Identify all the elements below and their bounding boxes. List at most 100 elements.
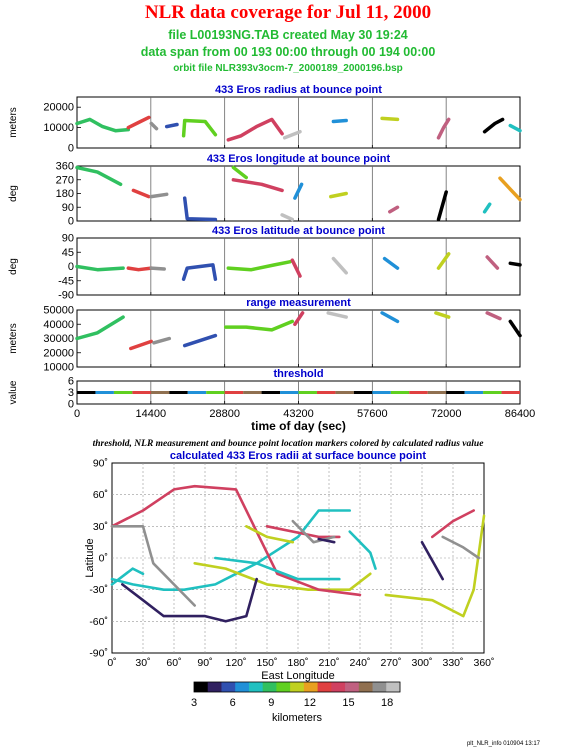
map-xtick-label-6: 180˚ (287, 657, 308, 669)
panel-ytick-label-0-1: 10000 (43, 122, 74, 134)
panel-1-series-segment-5 (231, 178, 284, 193)
panel-0-series-segment-1 (126, 115, 151, 130)
panel-3-series-segment-9 (485, 311, 502, 321)
map-track-segment-9 (317, 537, 336, 544)
panel-0-series-segment-8 (380, 116, 400, 122)
panel-ytick-label-2-4: 90 (62, 233, 74, 245)
map-xtick-label-5: 150˚ (256, 657, 277, 669)
panel-ytick-label-1-2: 180 (56, 188, 74, 200)
panel-0-series-segment-10 (482, 117, 505, 134)
panel-title-0: 433 Eros radius at bounce point (215, 84, 382, 96)
panel-2-series-segment-1 (126, 266, 154, 272)
map-xtick-label-9: 270˚ (380, 657, 401, 669)
panel-ytick-label-4-0: 0 (68, 399, 74, 411)
panel-ytick-label-4-1: 3 (68, 387, 74, 399)
panel-title-3: range measurement (246, 297, 351, 309)
panel-2-series-segment-7 (382, 256, 400, 270)
map-ytick-label-2: -30˚ (89, 584, 108, 596)
map-track-segment-10 (348, 530, 377, 570)
colorbar-swatch-10 (331, 682, 346, 692)
panel-ytick-label-0-0: 0 (68, 143, 74, 155)
panel-ytick-label-3-2: 30000 (43, 333, 74, 345)
panel-3-series-segment-10 (508, 319, 522, 338)
map-xtick-label-3: 90˚ (197, 657, 212, 669)
shared-xtick-label-0: 0 (74, 408, 80, 420)
map-ylabel: Latitude (84, 538, 96, 577)
colorbar-swatch-0 (194, 682, 209, 692)
panel-ytick-label-3-1: 20000 (43, 347, 74, 359)
panel-ytick-label-1-1: 90 (62, 202, 74, 214)
panel-2-series-segment-10 (508, 261, 522, 267)
orbit-file-info: orbit file NLR393v3ocm-7_2000189_2000196… (173, 63, 403, 74)
panel-0-series-segment-2 (149, 121, 159, 131)
shared-xtick-label-6: 86400 (505, 408, 536, 420)
panel-3-series-segment-6 (326, 311, 348, 319)
panel-0-series-segment-4 (181, 118, 218, 138)
panel-ytick-label-2-3: 45 (62, 247, 74, 259)
panel-0-series-segment-7 (331, 118, 348, 124)
panel-0-series-segment-9 (436, 117, 451, 140)
colorbar-swatch-4 (248, 682, 264, 692)
panel-3-series-segment-8 (434, 311, 451, 319)
panel-0-series-segment-3 (164, 122, 179, 129)
map-xtick-label-7: 210˚ (318, 657, 339, 669)
panel-2-series-segment-0 (75, 264, 125, 272)
map-track-segment-14 (420, 540, 445, 581)
colorbar-swatch-14 (386, 682, 401, 692)
panel-ytick-label-1-0: 0 (68, 216, 74, 228)
panel-1-series-segment-0 (75, 165, 123, 187)
page-title: NLR data coverage for Jul 11, 2000 (144, 2, 432, 23)
map-ytick-label-5: 60˚ (93, 489, 108, 501)
map-xtick-label-1: 30˚ (135, 657, 150, 669)
panel-3-series-segment-2 (152, 336, 172, 345)
map-title: calculated 433 Eros radii at surface bou… (170, 450, 426, 462)
panel-ytick-label-1-3: 270 (56, 174, 74, 186)
shared-xtick-label-4: 57600 (357, 408, 388, 420)
shared-xtick-label-5: 72000 (431, 408, 462, 420)
map-ytick-label-3: 0˚ (99, 553, 108, 565)
map-track-segment-4 (121, 577, 259, 623)
panel-title-1: 433 Eros longitude at bounce point (207, 153, 391, 165)
panel-1-series-segment-11 (482, 202, 492, 214)
panel-ytick-label-2-2: 0 (68, 261, 74, 273)
panel-ylabel-0: meters (8, 107, 19, 138)
panel-title-4: threshold (273, 368, 323, 380)
panel-0-series-segment-11 (508, 123, 522, 133)
panel-2-series-segment-9 (485, 255, 500, 270)
map-track-segment-3 (110, 524, 196, 607)
colorbar-tick-label-2: 9 (268, 697, 274, 709)
shared-xtick-label-1: 14400 (136, 408, 167, 420)
panel-ytick-label-1-4: 360 (56, 161, 74, 173)
panel-3-series-segment-3 (182, 333, 218, 348)
data-span-info: data span from 00 193 00:00 through 00 1… (140, 45, 436, 59)
map-ytick-label-0: -90˚ (89, 648, 108, 660)
panel-2-series-segment-6 (331, 256, 348, 275)
panel-1-series-segment-9 (388, 205, 400, 214)
map-track-segment-6 (245, 524, 295, 544)
panel-1-series-segment-12 (498, 176, 522, 202)
panel-ylabel-4: value (8, 380, 19, 404)
panel-2-series-segment-2 (149, 266, 166, 271)
colorbar-label: kilometers (272, 712, 323, 724)
panel-ylabel-2: deg (8, 258, 19, 275)
map-xlabel: East Longitude (261, 670, 334, 682)
panel-1-series-segment-1 (131, 188, 151, 199)
panel-3-series-segment-7 (380, 311, 400, 324)
colorbar-swatch-2 (221, 682, 236, 692)
colorbar-swatch-9 (317, 682, 332, 692)
map-ytick-label-4: 30˚ (93, 521, 108, 533)
panel-ytick-label-2-1: -45 (58, 275, 74, 287)
map-xtick-label-0: 0˚ (107, 657, 116, 669)
colorbar-swatch-3 (235, 682, 250, 692)
map-track-segment-1 (193, 561, 372, 592)
panel-2-series-segment-4 (226, 260, 292, 272)
colorbar-swatch-5 (262, 682, 277, 692)
panel-3-series-segment-4 (223, 319, 295, 332)
map-xtick-label-12: 360˚ (473, 657, 494, 669)
panel-3-series-segment-0 (75, 315, 125, 341)
panel-ytick-label-4-2: 6 (68, 376, 74, 388)
map-track-segment-2 (110, 484, 362, 597)
colorbar-swatch-12 (358, 682, 374, 692)
shared-xtick-label-3: 43200 (283, 408, 314, 420)
